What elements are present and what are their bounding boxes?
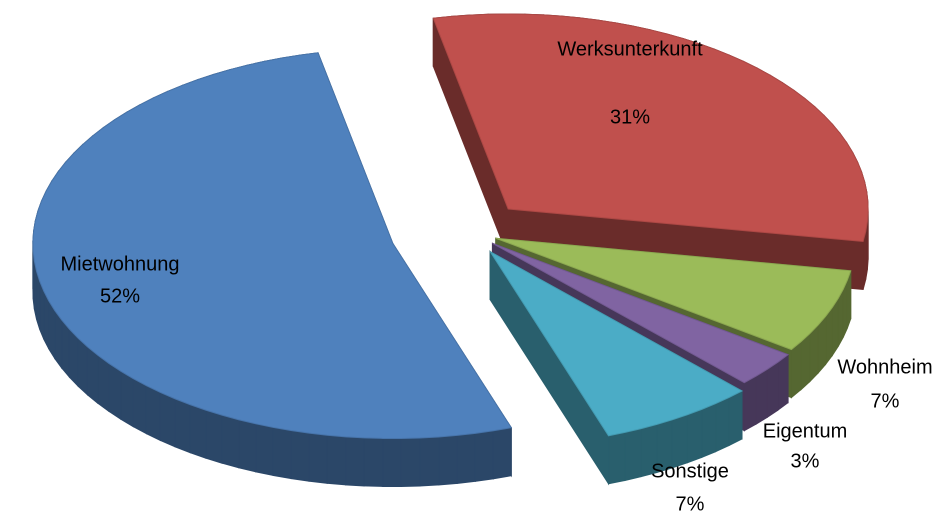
- slice-side: [755, 368, 768, 425]
- slice-side: [438, 434, 458, 486]
- slice-side: [743, 375, 757, 432]
- slice-value-label: 7%: [676, 493, 705, 514]
- slice-side: [272, 426, 292, 480]
- slice-side: [120, 370, 134, 428]
- slice-side: [456, 432, 476, 484]
- slice-value-label: 52%: [100, 285, 140, 307]
- slice-side: [132, 377, 147, 435]
- slice-side: [308, 432, 328, 484]
- slice-side: [825, 305, 833, 366]
- slice-label: Wohnheim: [837, 356, 932, 378]
- slice-side: [238, 419, 257, 473]
- slice-side: [189, 403, 207, 459]
- slice-side: [290, 429, 310, 482]
- slice-side: [363, 437, 384, 487]
- slice-label: Werksunterkunft: [557, 38, 703, 60]
- slice-side: [608, 431, 626, 485]
- slice-side: [809, 323, 819, 383]
- slice-value-label: 7%: [871, 390, 900, 412]
- slice: [489, 249, 744, 486]
- slice-side: [419, 436, 440, 487]
- slice-side: [474, 430, 494, 482]
- slice-side: [382, 437, 402, 487]
- slice-side: [108, 362, 122, 421]
- slice-side: [159, 391, 176, 448]
- slice-side: [492, 427, 512, 480]
- slice-side: [800, 332, 811, 391]
- slice-value-label: 3%: [791, 450, 820, 472]
- slice-top: [495, 237, 852, 351]
- slice-side: [817, 314, 827, 375]
- slice-side: [766, 361, 779, 419]
- slice-label: Mietwohnung: [61, 253, 180, 275]
- slice-side: [701, 402, 717, 459]
- slice-top: [432, 13, 869, 243]
- slice-side: [68, 327, 79, 388]
- slice-top: [489, 251, 744, 437]
- slice-side: [86, 345, 99, 405]
- slice-side: [400, 437, 421, 487]
- slice-side: [221, 414, 240, 469]
- slice-side: [77, 336, 88, 396]
- slice-side: [777, 353, 789, 412]
- slice-value-label: 31%: [610, 106, 650, 128]
- slice-side: [255, 423, 274, 477]
- slice-side: [345, 436, 365, 487]
- slice-side: [715, 396, 730, 453]
- slice-side: [790, 340, 802, 399]
- slice: [32, 52, 513, 487]
- slice-label: Sonstige: [651, 460, 729, 482]
- slice-side: [97, 354, 110, 413]
- slice-top: [32, 52, 513, 439]
- slice-top: [492, 242, 790, 384]
- slice-label: Eigentum: [763, 420, 848, 442]
- slice-side: [145, 384, 161, 442]
- slice-side: [728, 390, 743, 447]
- slice-side: [205, 409, 223, 464]
- slice-side: [624, 428, 642, 482]
- slice-side: [686, 408, 703, 464]
- slice-side: [174, 398, 191, 454]
- slice-side: [326, 434, 347, 486]
